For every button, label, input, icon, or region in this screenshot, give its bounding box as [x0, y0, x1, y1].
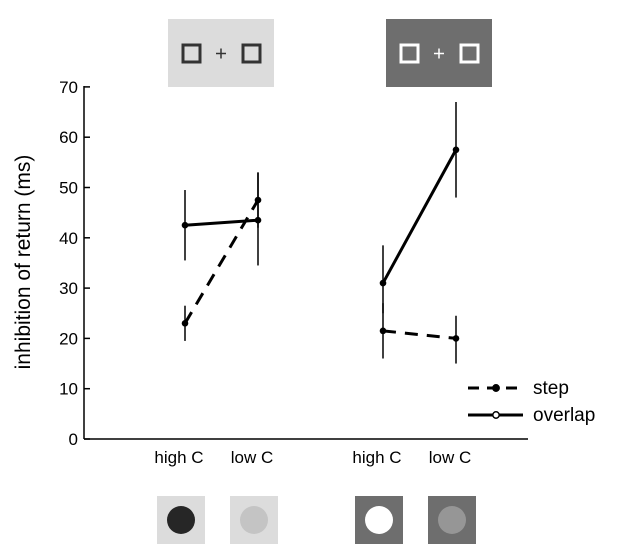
target-disc-icon	[365, 506, 393, 534]
y-tick-label: 20	[59, 329, 78, 348]
data-point-overlap	[181, 221, 189, 229]
y-ticks: 0 10 20 30 40 50 60 70	[59, 78, 90, 449]
x-tick-label: low C	[231, 448, 274, 467]
placeholder-box-icon	[181, 43, 202, 64]
y-tick-label: 50	[59, 179, 78, 198]
target-disc-icon	[167, 506, 195, 534]
placeholder-box-icon	[241, 43, 262, 64]
y-tick-label: 10	[59, 380, 78, 399]
y-tick-label: 70	[59, 78, 78, 97]
data-point-overlap	[254, 216, 262, 224]
legend-label-overlap: overlap	[533, 405, 595, 426]
x-tick-label: low C	[429, 448, 472, 467]
data-point-step	[181, 320, 189, 327]
series-line-overlap	[184, 218, 259, 227]
legend-marker-step	[492, 384, 500, 392]
data-point-step	[379, 327, 387, 335]
series-line-step	[183, 199, 260, 325]
chart-axes: inhibition of return (ms)	[12, 86, 528, 440]
chart-legend: step overlap	[468, 378, 595, 426]
data-point-overlap	[379, 279, 387, 287]
series-line-overlap	[381, 149, 458, 284]
data-point-overlap	[452, 146, 460, 154]
placeholder-box-icon	[459, 43, 480, 64]
target-disc-icon	[438, 506, 466, 534]
legend-label-step: step	[533, 378, 569, 399]
plot-area	[181, 101, 460, 364]
y-tick-label: 0	[69, 430, 78, 449]
target-disc-icon	[240, 506, 268, 534]
fixation-cross-icon	[216, 48, 226, 59]
x-tick-label: high C	[352, 448, 401, 467]
fixation-cross-icon	[434, 48, 444, 59]
legend-marker-overlap	[492, 411, 500, 419]
stimulus-panels	[157, 19, 492, 544]
y-axis-label: inhibition of return (ms)	[12, 155, 35, 370]
y-tick-label: 30	[59, 279, 78, 298]
data-point-step	[452, 335, 460, 342]
x-tick-label: high C	[154, 448, 203, 467]
placeholder-box-icon	[399, 43, 420, 64]
y-tick-label: 40	[59, 229, 78, 248]
y-tick-label: 60	[59, 128, 78, 147]
series-line-step	[382, 329, 457, 340]
x-ticks: high C low C high C low C	[154, 448, 471, 467]
